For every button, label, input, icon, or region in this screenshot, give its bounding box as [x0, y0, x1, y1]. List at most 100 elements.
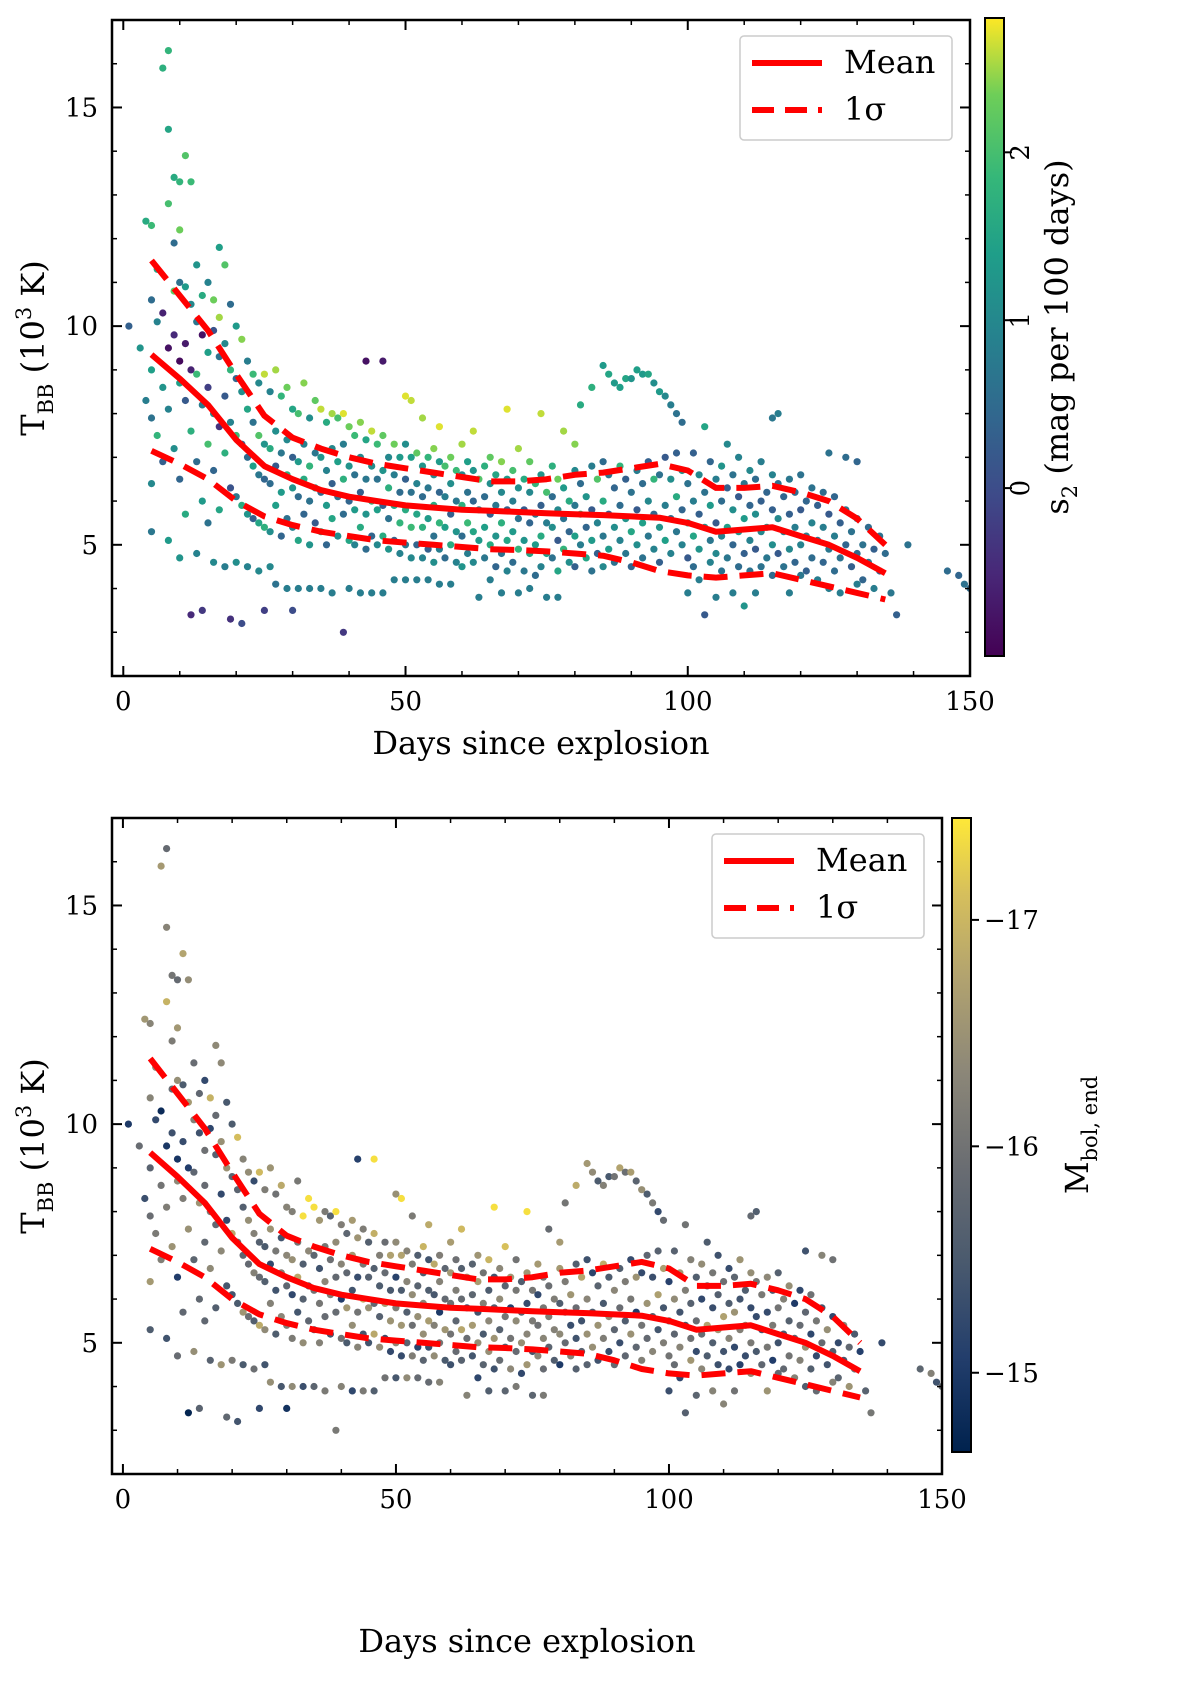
scatter-point — [469, 427, 477, 435]
scatter-point — [419, 1356, 427, 1364]
scatter-point — [729, 589, 737, 597]
scatter-point — [260, 440, 268, 448]
scatter-point — [305, 1247, 313, 1255]
scatter-point — [517, 1339, 526, 1347]
scatter-point — [730, 1343, 739, 1351]
scatter-point — [676, 1343, 684, 1351]
scatter-point — [599, 1299, 608, 1307]
scatter-point — [622, 375, 630, 383]
scatter-point — [534, 1260, 542, 1268]
scatter-point — [250, 1269, 258, 1277]
scatter-point — [392, 1374, 400, 1382]
scatter-point — [425, 1256, 433, 1264]
scatter-point — [243, 510, 252, 518]
scatter-point — [550, 1356, 558, 1364]
scatter-point — [801, 1382, 810, 1391]
scatter-point — [785, 545, 794, 553]
scatter-point — [599, 361, 607, 370]
scatter-point — [718, 462, 726, 470]
colorbar-tick-label: −15 — [984, 1359, 1039, 1389]
scatter-point — [479, 1330, 487, 1338]
scatter-point — [548, 493, 556, 501]
scatter-point — [667, 549, 675, 558]
scatter-point — [376, 1251, 384, 1259]
colorbar — [984, 17, 1005, 657]
scatter-point — [343, 1269, 351, 1277]
scatter-point — [661, 501, 669, 509]
colorbar-label: s2 (mag per 100 days) — [1038, 159, 1082, 514]
scatter-point — [588, 383, 596, 391]
scatter-point — [386, 1317, 395, 1325]
scatter-point — [526, 488, 534, 496]
scatter-point — [261, 1361, 269, 1369]
scatter-point — [322, 466, 331, 475]
scatter-point — [176, 475, 184, 483]
scatter-point — [153, 431, 161, 440]
scatter-point — [392, 1190, 400, 1198]
scatter-point — [332, 1208, 340, 1216]
scatter-point — [250, 1365, 258, 1373]
scatter-point — [250, 1177, 258, 1185]
scatter-point — [720, 1278, 728, 1286]
scatter-point — [560, 484, 568, 492]
scatter-point — [424, 515, 432, 523]
scatter-point — [306, 462, 314, 470]
scatter-point — [419, 1330, 427, 1338]
scatter-point — [681, 1221, 690, 1229]
scatter-point — [261, 1186, 269, 1194]
scatter-point — [572, 1260, 580, 1268]
scatter-point — [643, 1334, 651, 1342]
scatter-point — [170, 173, 178, 181]
scatter-point — [757, 458, 765, 466]
scatter-point — [723, 484, 731, 492]
scatter-point — [752, 1347, 760, 1356]
scatter-point — [692, 1347, 700, 1356]
scatter-point — [232, 558, 240, 566]
scatter-point — [747, 1339, 755, 1347]
scatter-point — [348, 1286, 356, 1294]
scatter-point — [689, 449, 698, 457]
scatter-point — [457, 1295, 466, 1303]
scatter-point — [187, 427, 195, 435]
scatter-point — [425, 1221, 433, 1229]
scatter-point — [370, 1264, 378, 1273]
scatter-point — [763, 1273, 771, 1281]
scatter-point — [572, 1365, 580, 1373]
scatter-point — [365, 1304, 373, 1312]
scatter-point — [638, 1269, 646, 1277]
scatter-point — [334, 458, 342, 466]
scatter-point — [441, 1356, 449, 1364]
scatter-point — [176, 226, 184, 234]
scatter-point — [468, 1260, 476, 1268]
scatter-point — [571, 563, 579, 571]
scatter-point — [261, 1278, 269, 1286]
scatter-point — [289, 405, 297, 413]
scatter-point — [266, 1164, 274, 1172]
scatter-point — [337, 1221, 345, 1229]
scatter-point — [385, 484, 393, 492]
scatter-point — [616, 1304, 624, 1312]
scatter-point — [447, 1238, 455, 1246]
scatter-point — [212, 1041, 220, 1049]
scatter-point — [746, 466, 754, 475]
scatter-point — [321, 1278, 329, 1286]
x-tick-label: 150 — [945, 687, 995, 717]
scatter-point — [397, 1251, 405, 1259]
scatter-point — [904, 541, 912, 549]
scatter-point — [610, 1286, 619, 1294]
scatter-point — [317, 453, 325, 461]
scatter-point — [215, 506, 223, 514]
scatter-point — [825, 510, 833, 518]
scatter-point — [277, 449, 285, 457]
scatter-point — [842, 453, 850, 461]
scatter-point — [644, 497, 652, 505]
plot-frame — [110, 816, 944, 1476]
scatter-point — [163, 1203, 171, 1211]
scatter-point — [413, 480, 421, 488]
scatter-point — [184, 1409, 192, 1417]
scatter-point — [413, 576, 421, 584]
scatter-point — [163, 923, 171, 931]
scatter-point — [763, 554, 771, 562]
scatter-point — [146, 1019, 154, 1028]
scatter-point — [834, 1374, 842, 1382]
